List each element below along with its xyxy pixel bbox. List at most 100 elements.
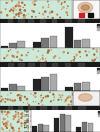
Point bbox=[67, 52, 69, 54]
Point bbox=[47, 0, 49, 3]
Point bbox=[18, 13, 19, 15]
Point bbox=[18, 15, 20, 17]
Ellipse shape bbox=[79, 94, 92, 101]
Point bbox=[25, 122, 26, 124]
Point bbox=[6, 2, 7, 4]
Point bbox=[45, 95, 47, 98]
Point bbox=[15, 5, 16, 7]
Point bbox=[36, 56, 38, 58]
Point bbox=[44, 17, 45, 19]
Point bbox=[96, 51, 98, 53]
Point bbox=[64, 1, 66, 3]
Point bbox=[18, 94, 20, 96]
Bar bbox=[52, 63, 57, 66]
Point bbox=[47, 95, 49, 97]
Point bbox=[67, 5, 69, 7]
Point bbox=[27, 102, 28, 104]
Point bbox=[85, 50, 86, 52]
Bar bbox=[54, 118, 59, 132]
Point bbox=[28, 118, 30, 120]
Bar bbox=[82, 39, 90, 48]
Point bbox=[13, 129, 14, 131]
Legend: , , : , , bbox=[97, 24, 99, 30]
Point bbox=[48, 50, 49, 52]
Point bbox=[94, 54, 95, 56]
Point bbox=[12, 55, 14, 57]
Point bbox=[24, 9, 26, 11]
Point bbox=[7, 54, 8, 56]
Bar bbox=[65, 87, 73, 91]
Point bbox=[26, 119, 28, 121]
Point bbox=[14, 116, 16, 118]
Point bbox=[18, 1, 20, 3]
Point bbox=[30, 93, 32, 95]
Point bbox=[88, 51, 90, 53]
Point bbox=[23, 102, 24, 104]
Point bbox=[14, 16, 15, 18]
Point bbox=[18, 116, 19, 118]
Point bbox=[4, 101, 6, 103]
Point bbox=[62, 94, 63, 96]
Point bbox=[9, 110, 11, 112]
Point bbox=[20, 95, 22, 97]
Bar bbox=[76, 127, 81, 132]
Bar bbox=[66, 116, 71, 132]
Point bbox=[23, 14, 25, 16]
Bar bbox=[8, 63, 13, 66]
Point bbox=[6, 127, 8, 129]
Point bbox=[21, 113, 22, 115]
Bar bbox=[9, 84, 17, 91]
Point bbox=[0, 11, 2, 13]
Point bbox=[7, 111, 9, 113]
Point bbox=[16, 56, 18, 58]
Point bbox=[4, 111, 6, 113]
Point bbox=[13, 7, 14, 9]
Point bbox=[31, 16, 33, 18]
Point bbox=[2, 121, 3, 123]
Point bbox=[21, 54, 23, 56]
Point bbox=[21, 112, 23, 114]
Point bbox=[42, 57, 43, 59]
Point bbox=[42, 104, 43, 106]
Point bbox=[74, 58, 76, 60]
Point bbox=[17, 112, 19, 114]
Point bbox=[60, 96, 61, 98]
Point bbox=[54, 96, 55, 98]
Point bbox=[73, 60, 75, 62]
Point bbox=[7, 98, 8, 100]
Point bbox=[58, 99, 59, 101]
Point bbox=[26, 111, 28, 113]
Bar bbox=[65, 106, 71, 110]
Point bbox=[19, 97, 21, 99]
Point bbox=[21, 12, 23, 15]
Point bbox=[42, 54, 43, 56]
Point bbox=[13, 8, 15, 10]
Bar bbox=[8, 19, 12, 23]
Point bbox=[45, 60, 47, 63]
Point bbox=[9, 99, 11, 101]
Point bbox=[33, 11, 34, 13]
Point bbox=[66, 12, 68, 14]
Point bbox=[11, 9, 12, 11]
Point bbox=[35, 101, 36, 103]
Point bbox=[26, 98, 28, 100]
Point bbox=[16, 111, 18, 113]
Point bbox=[50, 49, 52, 51]
Point bbox=[5, 98, 6, 100]
Point bbox=[15, 111, 16, 113]
Point bbox=[40, 94, 42, 96]
Point bbox=[93, 48, 94, 50]
Point bbox=[11, 60, 13, 62]
Point bbox=[26, 121, 28, 123]
Bar bbox=[28, 106, 34, 110]
Point bbox=[17, 2, 19, 4]
Point bbox=[28, 13, 29, 15]
Bar bbox=[74, 83, 81, 91]
Bar bbox=[41, 38, 49, 48]
Point bbox=[14, 99, 16, 102]
Point bbox=[24, 127, 26, 129]
Bar bbox=[88, 13, 93, 17]
Point bbox=[42, 13, 44, 15]
Point bbox=[60, 3, 62, 6]
Point bbox=[21, 117, 22, 119]
